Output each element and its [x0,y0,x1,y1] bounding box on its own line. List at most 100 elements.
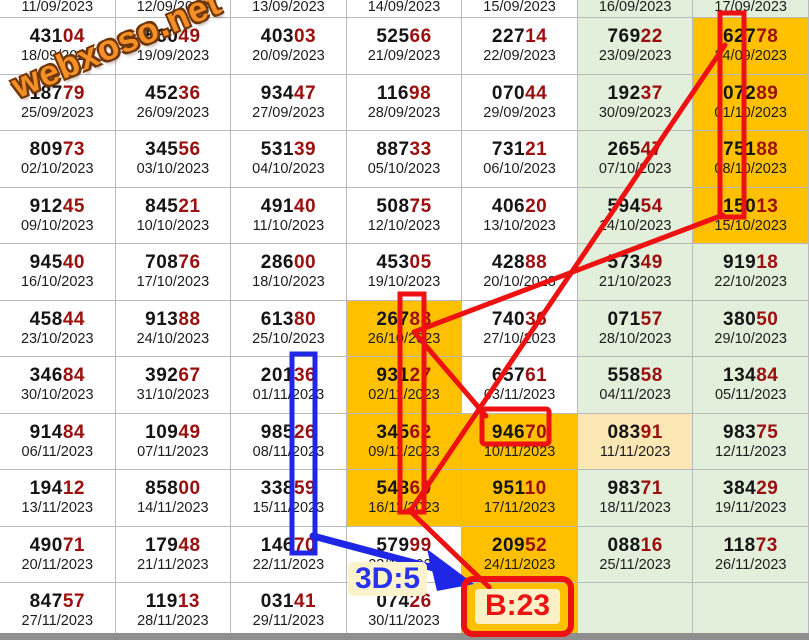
result-date: 25/09/2023 [20,104,94,121]
result-number: 34556 [145,139,201,161]
result-number: 07289 [723,82,779,104]
result-number: 45236 [145,82,201,104]
table-cell: 91245 09/10/2023 [0,187,116,244]
result-date: 29/09/2023 [483,104,556,121]
result-number: 20952 [491,534,548,556]
result-number: 22714 [491,26,548,48]
result-number: 94540 [29,252,85,274]
result-number: 19237 [607,82,663,104]
header-cell: 12/09/2023 [115,0,232,18]
table-cell: 11913 28/11/2023 [115,583,232,640]
header-cell: 16/09/2023 [577,0,694,18]
result-date: 24/11/2023 [483,556,556,573]
table-cell: 33859 15/11/2023 [231,470,347,527]
result-number: 26788 [376,308,432,330]
header-date: 12/09/2023 [136,0,210,16]
result-date: 24/09/2023 [714,48,787,65]
table-cell: 50875 12/10/2023 [346,187,463,244]
result-number: 07426 [376,591,432,613]
table-cell: 14670 22/11/2023 [231,526,347,583]
table-cell: 45236 26/09/2023 [115,74,232,131]
table-cell: 08391 11/11/2023 [577,413,694,470]
result-date: 19/11/2023 [714,500,787,517]
result-date: 20/09/2023 [252,48,325,65]
result-number: 98526 [260,421,317,443]
result-number: 98371 [607,478,663,500]
table-cell: 56049 19/09/2023 [115,18,232,75]
result-number: 94670 [491,421,548,443]
header-cell: 13/09/2023 [231,0,347,18]
result-number: 33859 [260,478,317,500]
table-cell: 62778 24/09/2023 [693,18,809,75]
result-date: 11/11/2023 [599,443,671,460]
table-cell: 22714 22/09/2023 [462,18,578,75]
result-date: 16/11/2023 [368,500,440,517]
result-date: 09/10/2023 [20,217,94,234]
result-number: 84521 [145,195,201,217]
result-date: 24/10/2023 [136,330,210,347]
result-date: 27/10/2023 [483,330,556,347]
result-number: 07044 [491,82,548,104]
result-date: 18/10/2023 [252,274,325,291]
result-number: 52566 [376,26,432,48]
table-cell: 59454 14/10/2023 [577,187,694,244]
table-cell: 39267 31/10/2023 [115,357,232,414]
result-number: 88733 [376,139,432,161]
result-number: 61380 [260,308,317,330]
header-date: 15/09/2023 [483,0,556,16]
result-date: 04/10/2023 [252,161,325,178]
result-date: 21/11/2023 [137,556,209,573]
table-cell: 57349 21/10/2023 [577,244,694,301]
table-cell: 75188 08/10/2023 [693,131,809,188]
table-cell: 45305 19/10/2023 [346,244,463,301]
result-number: 59454 [607,195,663,217]
result-date: 03/10/2023 [136,161,210,178]
horizontal-scrollbar[interactable] [0,633,809,640]
result-date: 06/11/2023 [21,443,94,460]
result-date: 05/10/2023 [367,161,441,178]
result-number: 10949 [145,421,201,443]
table-cell: 91484 06/11/2023 [0,413,116,470]
result-date: 11/10/2023 [252,217,325,234]
result-number: 08816 [607,534,663,556]
result-date: 10/11/2023 [483,443,556,460]
result-date: 27/11/2023 [21,613,94,630]
header-date: 16/09/2023 [598,0,672,16]
table-cell: 93127 02/11/2023 [346,357,463,414]
table-cell: 19412 13/11/2023 [0,470,116,527]
result-number: 14670 [260,534,317,556]
result-date: 12/10/2023 [367,217,441,234]
result-number: 95110 [492,478,547,500]
result-number: 43104 [29,26,85,48]
result-label: B:23 [474,589,561,624]
table-cell: 91388 24/10/2023 [115,300,232,357]
header-date: 17/09/2023 [714,0,787,16]
result-date: 08/11/2023 [252,443,325,460]
result-number: 40303 [260,26,317,48]
result-number: 80973 [29,139,85,161]
result-number: 34684 [29,365,85,387]
table-cell: 61380 25/10/2023 [231,300,347,357]
result-date: 08/10/2023 [714,161,787,178]
header-cell: 11/09/2023 [0,0,116,18]
table-cell: 80973 02/10/2023 [0,131,116,188]
result-date: 23/09/2023 [598,48,672,65]
result-number: 76922 [607,26,663,48]
table-cell: 19237 30/09/2023 [577,74,694,131]
result-number: 91245 [29,195,85,217]
result-date: 07/11/2023 [137,443,209,460]
result-number: 91388 [145,308,201,330]
result-number: 50875 [376,195,432,217]
table-cell: 07044 29/09/2023 [462,74,578,131]
result-number: 15013 [723,195,779,217]
table-cell: 42888 20/10/2023 [462,244,578,301]
result-number: 08391 [607,421,663,443]
table-cell: 40620 13/10/2023 [462,187,578,244]
table-cell: 38429 19/11/2023 [693,470,809,527]
result-date: 15/11/2023 [252,500,325,517]
result-number: 54869 [376,478,432,500]
result-number: 26547 [607,139,663,161]
table-cell: 70876 17/10/2023 [115,244,232,301]
result-number: 75188 [723,139,779,161]
